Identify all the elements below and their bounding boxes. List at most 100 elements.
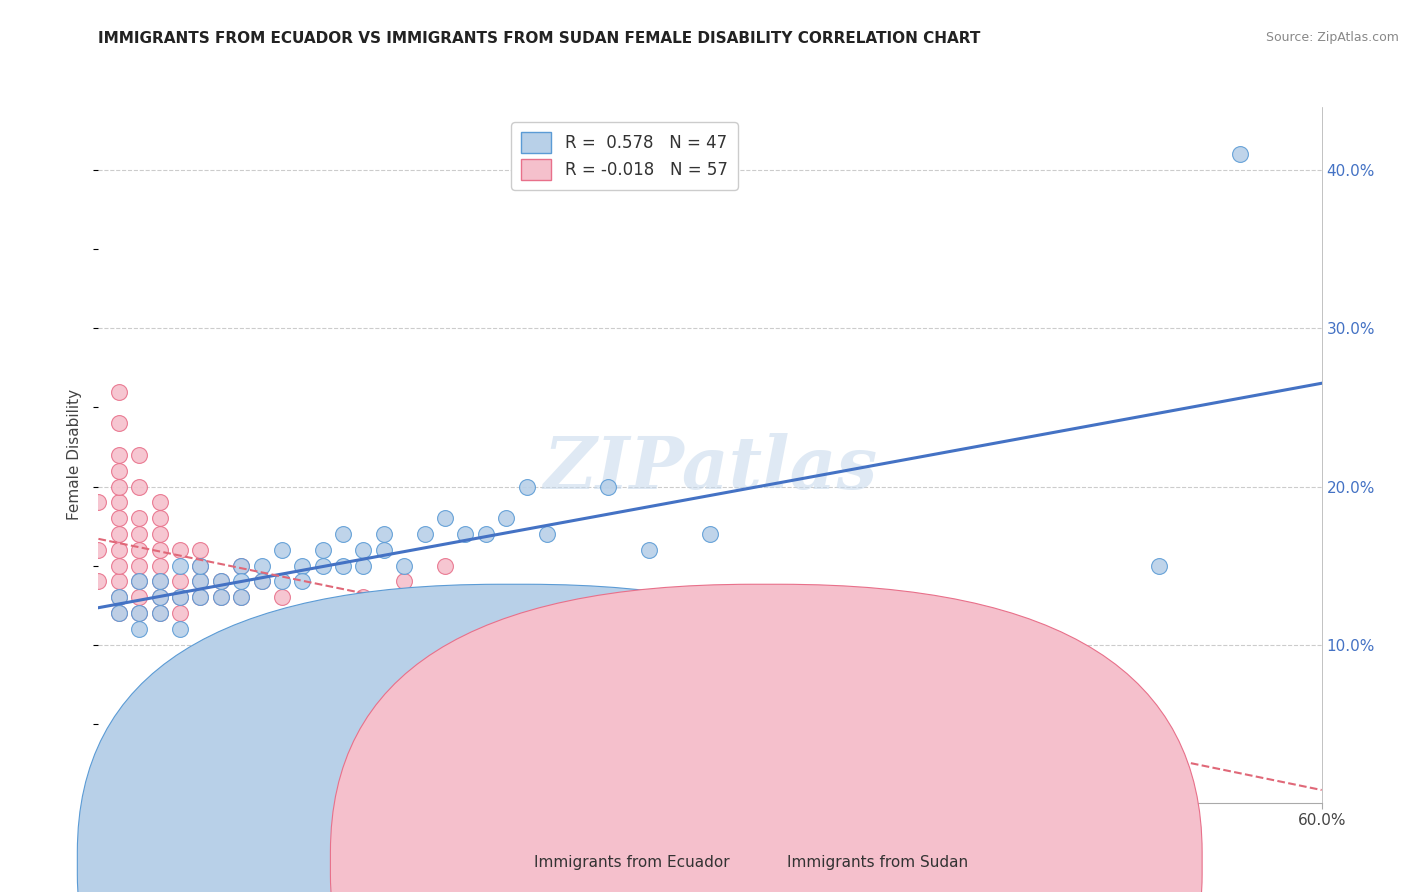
Point (149, 542, 172, 557)
Point (312, 542, 335, 557)
Point (128, 574, 150, 589)
Point (149, 591, 172, 605)
Point (231, 591, 253, 605)
Point (332, 527, 354, 541)
Point (128, 606, 150, 620)
Point (149, 591, 172, 605)
Y-axis label: Female Disability: Female Disability (67, 389, 83, 521)
Point (169, 542, 191, 557)
Point (373, 542, 395, 557)
Point (392, 574, 416, 589)
Point (474, 527, 498, 541)
Point (128, 574, 150, 589)
Point (392, 558, 416, 573)
Point (128, 606, 150, 620)
Point (332, 653, 354, 667)
Point (495, 591, 517, 605)
Point (291, 574, 314, 589)
Point (231, 591, 253, 605)
Point (188, 542, 212, 557)
Point (516, 479, 538, 493)
Point (108, 495, 131, 509)
Point (598, 479, 620, 493)
Point (291, 669, 314, 683)
Point (209, 574, 232, 589)
Point (536, 591, 558, 605)
Point (149, 511, 172, 525)
Point (128, 479, 150, 493)
Point (108, 591, 131, 605)
Point (638, 542, 661, 557)
Point (332, 558, 354, 573)
Point (250, 574, 273, 589)
Point (821, 653, 844, 667)
Point (108, 417, 131, 431)
Text: Immigrants from Sudan: Immigrants from Sudan (787, 855, 969, 870)
Point (169, 591, 191, 605)
Point (169, 622, 191, 636)
Point (108, 606, 131, 620)
Point (231, 574, 253, 589)
Point (128, 448, 150, 462)
Point (270, 591, 294, 605)
Legend: R =  0.578   N = 47, R = -0.018   N = 57: R = 0.578 N = 47, R = -0.018 N = 57 (512, 122, 738, 190)
Point (434, 558, 457, 573)
Point (413, 527, 436, 541)
Point (352, 591, 374, 605)
Point (149, 558, 172, 573)
Point (149, 574, 172, 589)
Point (108, 527, 131, 541)
Point (128, 527, 150, 541)
Point (188, 558, 212, 573)
Point (108, 479, 131, 493)
Point (108, 384, 131, 399)
Point (149, 606, 172, 620)
Point (188, 591, 212, 605)
Text: ZIPatlas: ZIPatlas (543, 434, 877, 504)
Point (352, 542, 374, 557)
Point (128, 542, 150, 557)
Point (169, 606, 191, 620)
Point (312, 558, 335, 573)
Point (108, 606, 131, 620)
Point (434, 511, 457, 525)
Point (250, 574, 273, 589)
Point (495, 511, 517, 525)
Point (231, 558, 253, 573)
Text: IMMIGRANTS FROM ECUADOR VS IMMIGRANTS FROM SUDAN FEMALE DISABILITY CORRELATION C: IMMIGRANTS FROM ECUADOR VS IMMIGRANTS FR… (98, 31, 981, 46)
Point (454, 527, 477, 541)
Point (352, 558, 374, 573)
Point (1147, 558, 1170, 573)
Point (270, 542, 294, 557)
Point (149, 574, 172, 589)
Point (169, 574, 191, 589)
Point (598, 591, 620, 605)
Point (128, 558, 150, 573)
Point (209, 591, 232, 605)
Point (108, 591, 131, 605)
Point (108, 511, 131, 525)
Point (536, 527, 558, 541)
Point (699, 527, 721, 541)
Point (87, 495, 110, 509)
Point (108, 558, 131, 573)
Point (188, 591, 212, 605)
Point (149, 606, 172, 620)
Point (188, 574, 212, 589)
Point (312, 638, 335, 652)
Point (149, 527, 172, 541)
Point (1229, 147, 1251, 161)
Point (291, 558, 314, 573)
Point (209, 591, 232, 605)
Point (108, 464, 131, 478)
Point (149, 495, 172, 509)
Point (128, 622, 150, 636)
Point (188, 558, 212, 573)
Text: Immigrants from Ecuador: Immigrants from Ecuador (534, 855, 730, 870)
Point (250, 558, 273, 573)
Point (169, 558, 191, 573)
Point (108, 448, 131, 462)
Point (128, 511, 150, 525)
Point (270, 574, 294, 589)
Point (169, 591, 191, 605)
